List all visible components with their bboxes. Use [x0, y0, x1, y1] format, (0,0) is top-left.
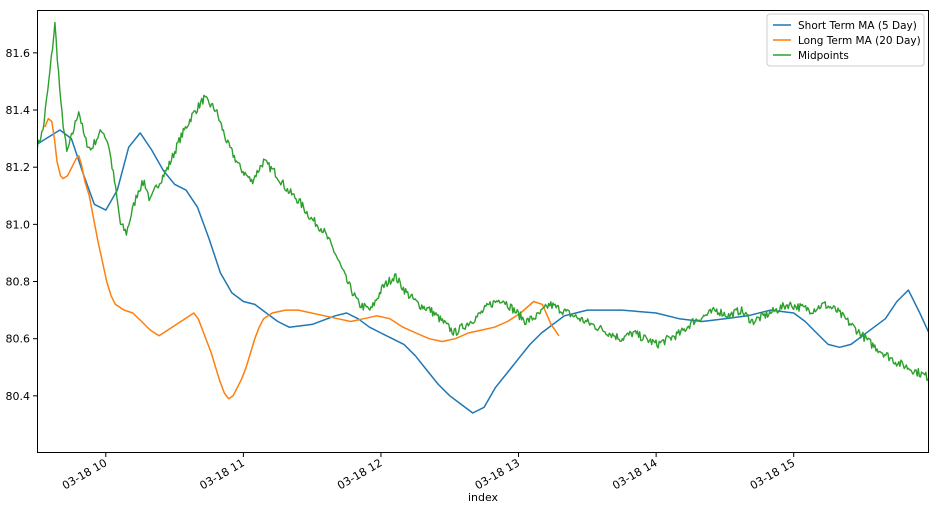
y-axis: 80.4 80.6 80.8 81.0 81.2 81.4 81.6: [6, 47, 37, 403]
series-line-short-term-ma-5-day: [37, 129, 929, 414]
y-tick-label: 80.6: [6, 333, 31, 346]
legend-entry: Midpoints: [798, 50, 849, 62]
legend: Short Term MA (5 Day) Long Term MA (20 Da…: [766, 13, 925, 67]
y-tick-label: 81.0: [6, 218, 31, 231]
legend-entry: Short Term MA (5 Day): [798, 20, 917, 32]
series-line-long-term-ma-20-day: [44, 117, 560, 400]
y-tick-label: 81.4: [6, 104, 31, 117]
y-tick-label: 81.2: [6, 161, 31, 174]
y-tick-label: 81.6: [6, 47, 31, 60]
x-axis-label: index: [468, 491, 499, 504]
y-tick-label: 80.8: [6, 276, 31, 289]
plot-frame: [37, 10, 929, 453]
legend-box: [766, 13, 925, 67]
series-line-midpoints: [37, 21, 929, 382]
legend-entry: Long Term MA (20 Day): [798, 35, 921, 47]
y-tick-label: 80.4: [6, 390, 31, 403]
series-layer: [37, 21, 929, 414]
